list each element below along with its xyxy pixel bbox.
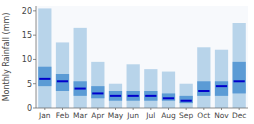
range-bar [127,64,140,108]
x-tick [221,108,222,110]
range-bar [74,28,87,108]
x-tick [44,108,45,110]
median-line [198,90,209,92]
range-bar [56,74,69,91]
range-bar [91,86,104,98]
median-line [39,78,50,80]
y-tick-label: 15 [22,31,32,40]
x-tick [133,108,134,110]
range-bar [38,8,51,108]
median-line [110,95,121,97]
x-tick-label: Jun [126,111,139,120]
x-tick-label: Jul [145,111,155,120]
y-tick [33,10,36,11]
range-bar [180,84,193,108]
y-axis-label: Monthly Rainfall (mm) [2,13,11,102]
x-axis-line [36,108,248,109]
range-bar [127,91,140,101]
x-tick [150,108,151,110]
range-bar [197,81,210,96]
y-tick [33,108,36,109]
y-axis-line [36,6,37,108]
median-line [181,100,192,102]
x-tick-label: Mar [73,111,88,120]
x-tick [115,108,116,110]
x-tick-label: May [108,111,124,120]
median-line [163,97,174,99]
y-tick [33,35,36,36]
x-tick-label: Aug [161,111,176,120]
range-bar [109,91,122,101]
range-bar [215,81,228,96]
median-line [57,80,68,82]
plot-background [36,6,248,108]
y-tick-label: 20 [22,7,32,16]
median-line [75,88,86,90]
x-tick-label: Dec [232,111,247,120]
median-line [234,80,245,82]
range-bar [109,84,122,108]
x-tick-label: Sep [179,111,193,120]
x-tick [97,108,98,110]
median-line [92,92,103,94]
x-tick-label: Nov [214,111,229,120]
x-tick [80,108,81,110]
chart-container: 0 5 10 15 20 Jan FebMarAprMayJun Jul AugSep Oct No… [0,0,254,124]
range-bar [162,72,175,108]
y-tick-label: 5 [27,80,32,89]
range-bar [180,96,193,103]
x-tick [203,108,204,110]
y-tick [33,83,36,84]
x-tick [168,108,169,110]
x-tick [62,108,63,110]
x-tick-label: Apr [91,111,105,120]
median-line [216,85,227,87]
median-line [128,95,139,97]
range-bar [162,93,175,100]
range-bar [233,62,246,94]
median-line [145,95,156,97]
x-tick-label: Oct [197,111,210,120]
y-tick-label: 10 [22,55,32,64]
range-bar [56,42,69,108]
range-bar [197,47,210,108]
y-tick-label: 0 [27,104,32,113]
x-tick-label: Jan [38,111,51,120]
x-tick [239,108,240,110]
range-bar [233,23,246,108]
range-bar [91,62,104,108]
y-tick [33,59,36,60]
chart: 0 5 10 15 20 Jan FebMarAprMayJun Jul AugSep Oct No… [0,0,254,124]
x-tick [186,108,187,110]
data-marks [38,8,246,108]
range-bar [38,67,51,86]
range-bar [215,50,228,108]
range-bar [144,69,157,108]
range-bar [144,91,157,101]
x-tick-label: Feb [56,111,70,120]
range-bar [74,81,87,96]
